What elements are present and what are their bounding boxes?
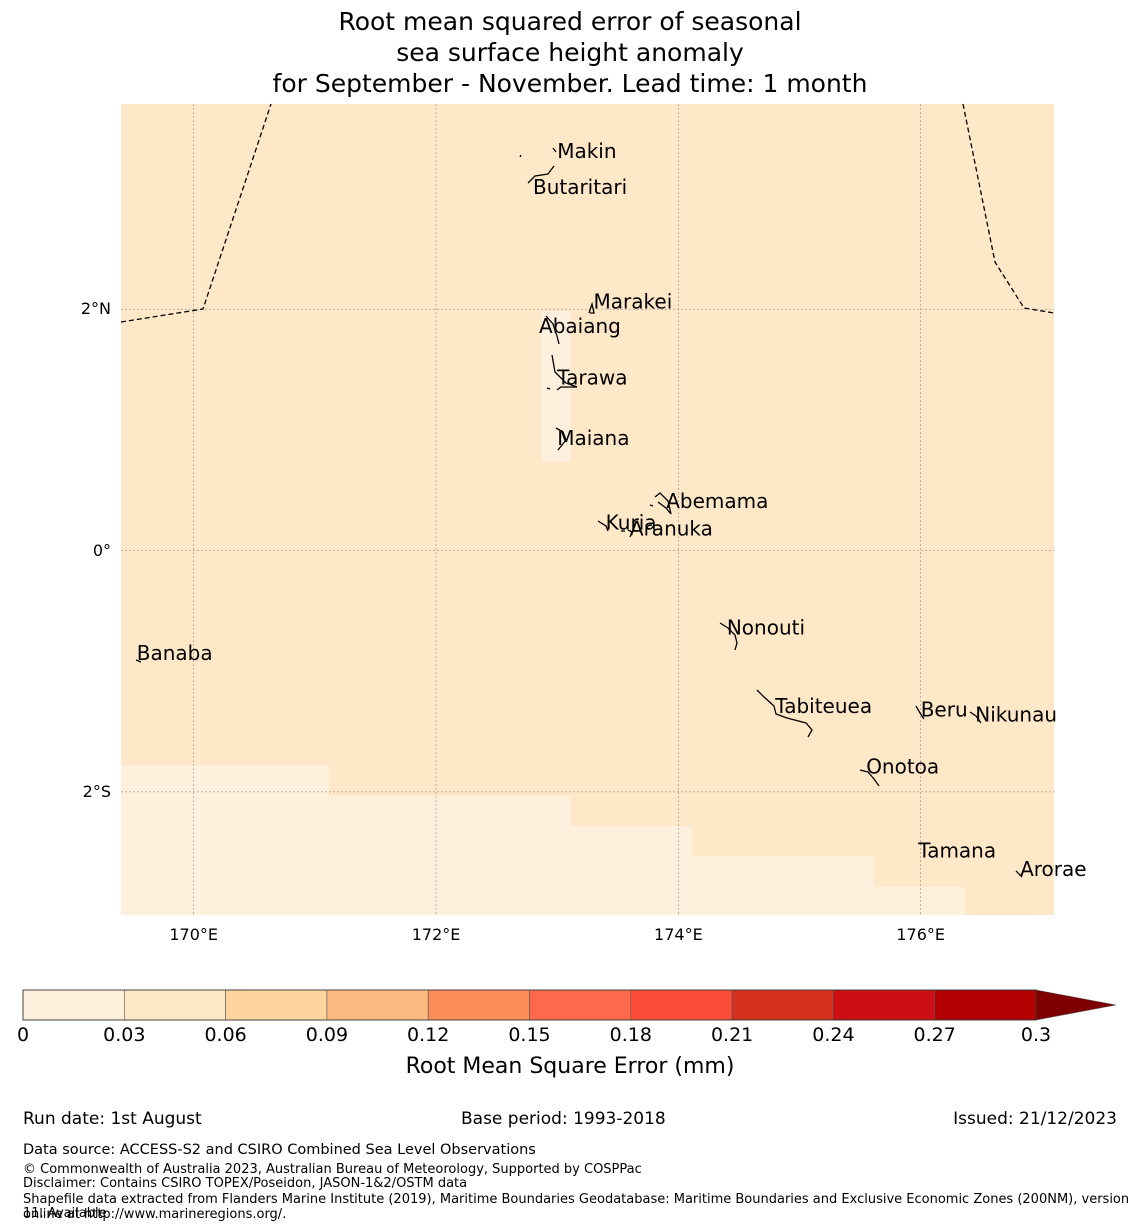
colorbar-segment — [326, 989, 429, 1021]
lon-tick-label: 172°E — [411, 925, 461, 944]
island-coastline — [597, 520, 609, 532]
island-coastline — [719, 622, 738, 651]
low-rmse-region-1 — [121, 765, 965, 915]
island-coastline — [546, 387, 551, 390]
island-coastline — [1015, 870, 1023, 878]
place-label: Nonouti — [727, 615, 805, 639]
island-coastline — [627, 529, 633, 538]
island-coastline — [654, 492, 672, 515]
lat-tick-label: 2°S — [82, 781, 111, 801]
issued-date: Issued: 21/12/2023 — [953, 1109, 1117, 1129]
place-label: Abaiang — [539, 314, 621, 338]
disclaimer: Disclaimer: Contains CSIRO TOPEX/Poseido… — [23, 1176, 468, 1191]
colorbar-segment — [833, 989, 936, 1021]
eez-boundary-east — [962, 103, 1055, 314]
island-coastline — [551, 354, 578, 391]
island-coastline — [519, 154, 522, 158]
copyright: © Commonwealth of Australia 2023, Austra… — [23, 1162, 642, 1177]
island-coastline — [649, 504, 654, 507]
place-label: Abemama — [666, 489, 768, 513]
data-source: Data source: ACCESS-S2 and CSIRO Combine… — [23, 1142, 536, 1158]
colorbar-title: Root Mean Square Error (mm) — [405, 1054, 735, 1079]
colorbar-tick-label: 0.09 — [305, 1024, 349, 1046]
colorbar-tick-label: 0.21 — [710, 1024, 754, 1046]
colorbar-tick-label: 0.03 — [103, 1024, 146, 1046]
base-period: Base period: 1993-2018 — [461, 1109, 666, 1129]
low-rmse-region-2 — [541, 311, 571, 462]
lat-tick-label: 2°N — [80, 299, 111, 319]
colorbar-tick-label: 0.12 — [407, 1024, 450, 1046]
place-label: Marakei — [594, 290, 673, 314]
shapefile-credit: Shapefile data extracted from Flanders M… — [23, 1192, 1130, 1221]
island-coastline — [915, 705, 925, 720]
place-label: Makin — [557, 139, 616, 163]
colorbar-tick-label: 0 — [16, 1024, 30, 1046]
colorbar-segment — [225, 989, 328, 1021]
colorbar-tick-label: 0.18 — [609, 1024, 652, 1046]
place-label: Maiana — [557, 426, 629, 450]
shapefile-credit-url: online at http://www.marineregions.org/. — [23, 1207, 287, 1222]
colorbar-tick-label: 0.24 — [812, 1024, 855, 1046]
chart-title: Root mean squared error of seasonal sea … — [0, 6, 1140, 99]
island-coastline — [756, 689, 813, 738]
island-coastline — [545, 315, 560, 345]
title-line-3: for September - November. Lead time: 1 m… — [272, 69, 868, 98]
island-coastline — [527, 165, 555, 184]
colorbar-frame — [22, 989, 1037, 1021]
place-label: Banaba — [137, 641, 213, 665]
lon-tick-label: 176°E — [896, 925, 946, 944]
island-coastline — [969, 711, 982, 724]
colorbar-segment — [427, 989, 530, 1021]
colorbar-tick-label: 0.06 — [204, 1024, 247, 1046]
place-label: Butaritari — [533, 175, 627, 199]
lon-tick-label: 174°E — [654, 925, 703, 944]
colorbar-tick-label: 0.3 — [1020, 1024, 1052, 1046]
colorbar-segment — [22, 989, 125, 1021]
island-coastline — [135, 659, 142, 663]
eez-boundary-west — [120, 103, 272, 323]
place-label: Nikunau — [975, 702, 1057, 726]
lat-tick-label: 0° — [92, 540, 111, 560]
colorbar-tick-label: 0.15 — [508, 1024, 551, 1046]
title-line-2: sea surface height anomaly — [396, 38, 744, 67]
colorbar-tick-label: 0.27 — [913, 1024, 956, 1046]
colorbar-extend-arrow — [1035, 989, 1117, 1021]
colorbar-segment — [529, 989, 632, 1021]
place-label: Tamana — [917, 839, 996, 863]
place-label: Arorae — [1020, 857, 1086, 881]
place-label: Beru — [921, 698, 968, 722]
island-coastline — [588, 301, 595, 314]
island-coastline — [859, 769, 880, 787]
place-label: Onotoa — [866, 754, 939, 778]
colorbar-segment — [124, 989, 226, 1021]
island-coastline — [555, 427, 567, 451]
lon-tick-label: 170°E — [169, 925, 219, 944]
colorbar-segment — [630, 989, 733, 1021]
run-date: Run date: 1st August — [23, 1109, 202, 1129]
place-label: Tabiteuea — [774, 694, 872, 718]
colorbar-segment — [934, 989, 1037, 1021]
island-coastline — [552, 147, 557, 153]
place-label: Tarawa — [556, 366, 627, 390]
place-label: Aranuka — [630, 517, 713, 541]
colorbar-segment — [731, 989, 834, 1021]
title-line-1: Root mean squared error of seasonal — [338, 7, 802, 36]
place-label: Kuria — [606, 510, 657, 534]
